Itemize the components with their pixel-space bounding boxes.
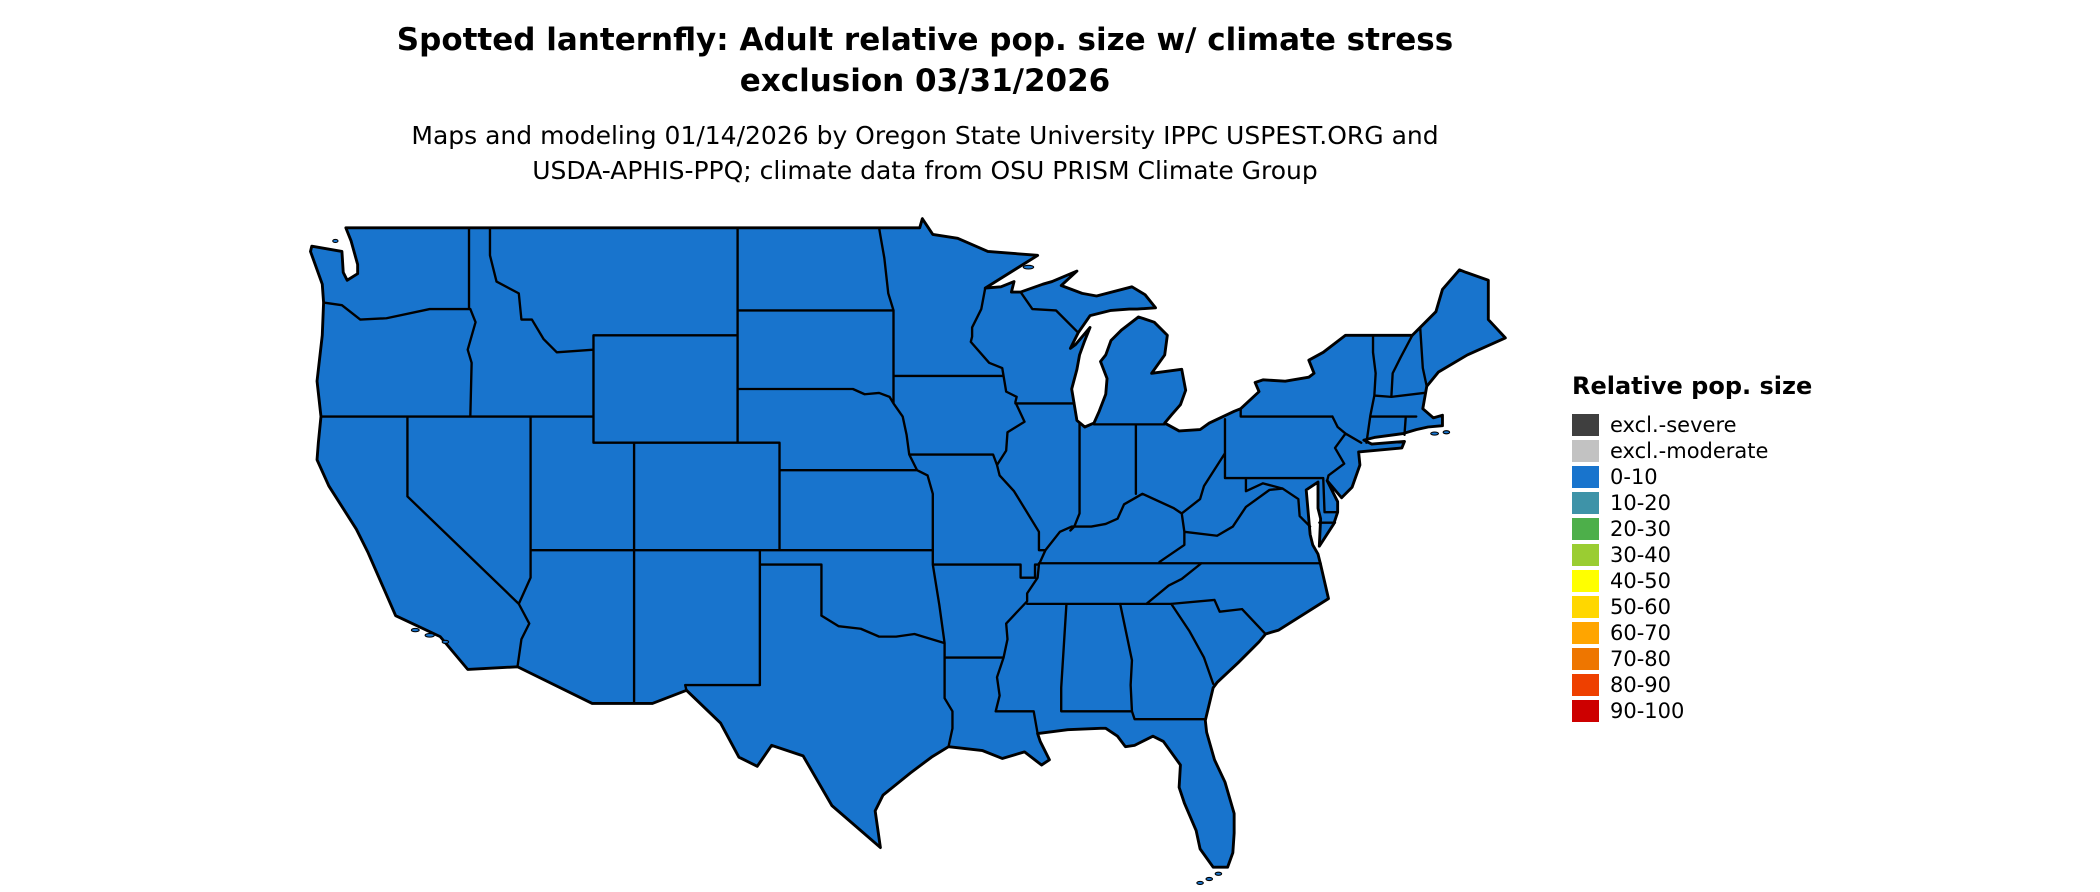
- legend-item: 50-60: [1572, 594, 1812, 620]
- legend-item: excl.-severe: [1572, 412, 1812, 438]
- legend-title: Relative pop. size: [1572, 372, 1813, 400]
- legend-item-label: 10-20: [1610, 491, 1672, 515]
- us-map: [300, 212, 1525, 887]
- map-legend: Relative pop. size excl.-severe excl.-mo…: [1572, 372, 1812, 724]
- legend-item: 20-30: [1572, 516, 1812, 542]
- legend-item-label: 40-50: [1610, 569, 1672, 593]
- legend-swatch: [1572, 570, 1599, 592]
- figure-header: Spotted lanternfly: Adult relative pop. …: [0, 20, 1850, 188]
- legend-item: 30-40: [1572, 542, 1812, 568]
- legend-item-label: 90-100: [1610, 699, 1685, 723]
- figure-title-line2: exclusion 03/31/2026: [739, 62, 1111, 99]
- figure-subtitle: Maps and modeling 01/14/2026 by Oregon S…: [0, 118, 1850, 188]
- legend-swatch: [1572, 596, 1599, 618]
- legend-item-label: 0-10: [1610, 465, 1658, 489]
- figure-subtitle-line1: Maps and modeling 01/14/2026 by Oregon S…: [411, 120, 1439, 150]
- legend-swatch: [1572, 700, 1599, 722]
- legend-swatch: [1572, 466, 1599, 488]
- legend-item: 0-10: [1572, 464, 1812, 490]
- legend-swatch: [1572, 440, 1599, 462]
- legend-item: 40-50: [1572, 568, 1812, 594]
- legend-item: 70-80: [1572, 646, 1812, 672]
- legend-swatch: [1572, 544, 1599, 566]
- legend-item-label: 50-60: [1610, 595, 1672, 619]
- legend-item: 10-20: [1572, 490, 1812, 516]
- us-map-svg: [309, 217, 1507, 886]
- legend-item-label: 60-70: [1610, 621, 1672, 645]
- legend-item: 60-70: [1572, 620, 1812, 646]
- figure-subtitle-line2: USDA-APHIS-PPQ; climate data from OSU PR…: [532, 155, 1318, 185]
- legend-item: 90-100: [1572, 698, 1812, 724]
- figure-title-line1: Spotted lanternfly: Adult relative pop. …: [396, 22, 1454, 58]
- legend-swatch: [1572, 622, 1599, 644]
- legend-item-label: excl.-severe: [1610, 413, 1737, 437]
- legend-item: excl.-moderate: [1572, 438, 1812, 464]
- legend-swatch: [1572, 414, 1599, 436]
- legend-swatch: [1572, 674, 1599, 696]
- legend-item-label: 30-40: [1610, 543, 1672, 567]
- coastal-islands: [332, 238, 1451, 886]
- legend-item-label: 70-80: [1610, 647, 1672, 671]
- legend-swatch: [1572, 518, 1599, 540]
- legend-item-label: excl.-moderate: [1610, 439, 1769, 463]
- us-landmass: [309, 217, 1507, 869]
- legend-item-label: 80-90: [1610, 673, 1672, 697]
- legend-swatch: [1572, 492, 1599, 514]
- legend-item: 80-90: [1572, 672, 1812, 698]
- figure-title: Spotted lanternfly: Adult relative pop. …: [0, 20, 1850, 102]
- legend-swatch: [1572, 648, 1599, 670]
- state-borders: [319, 226, 1428, 748]
- legend-item-label: 20-30: [1610, 517, 1672, 541]
